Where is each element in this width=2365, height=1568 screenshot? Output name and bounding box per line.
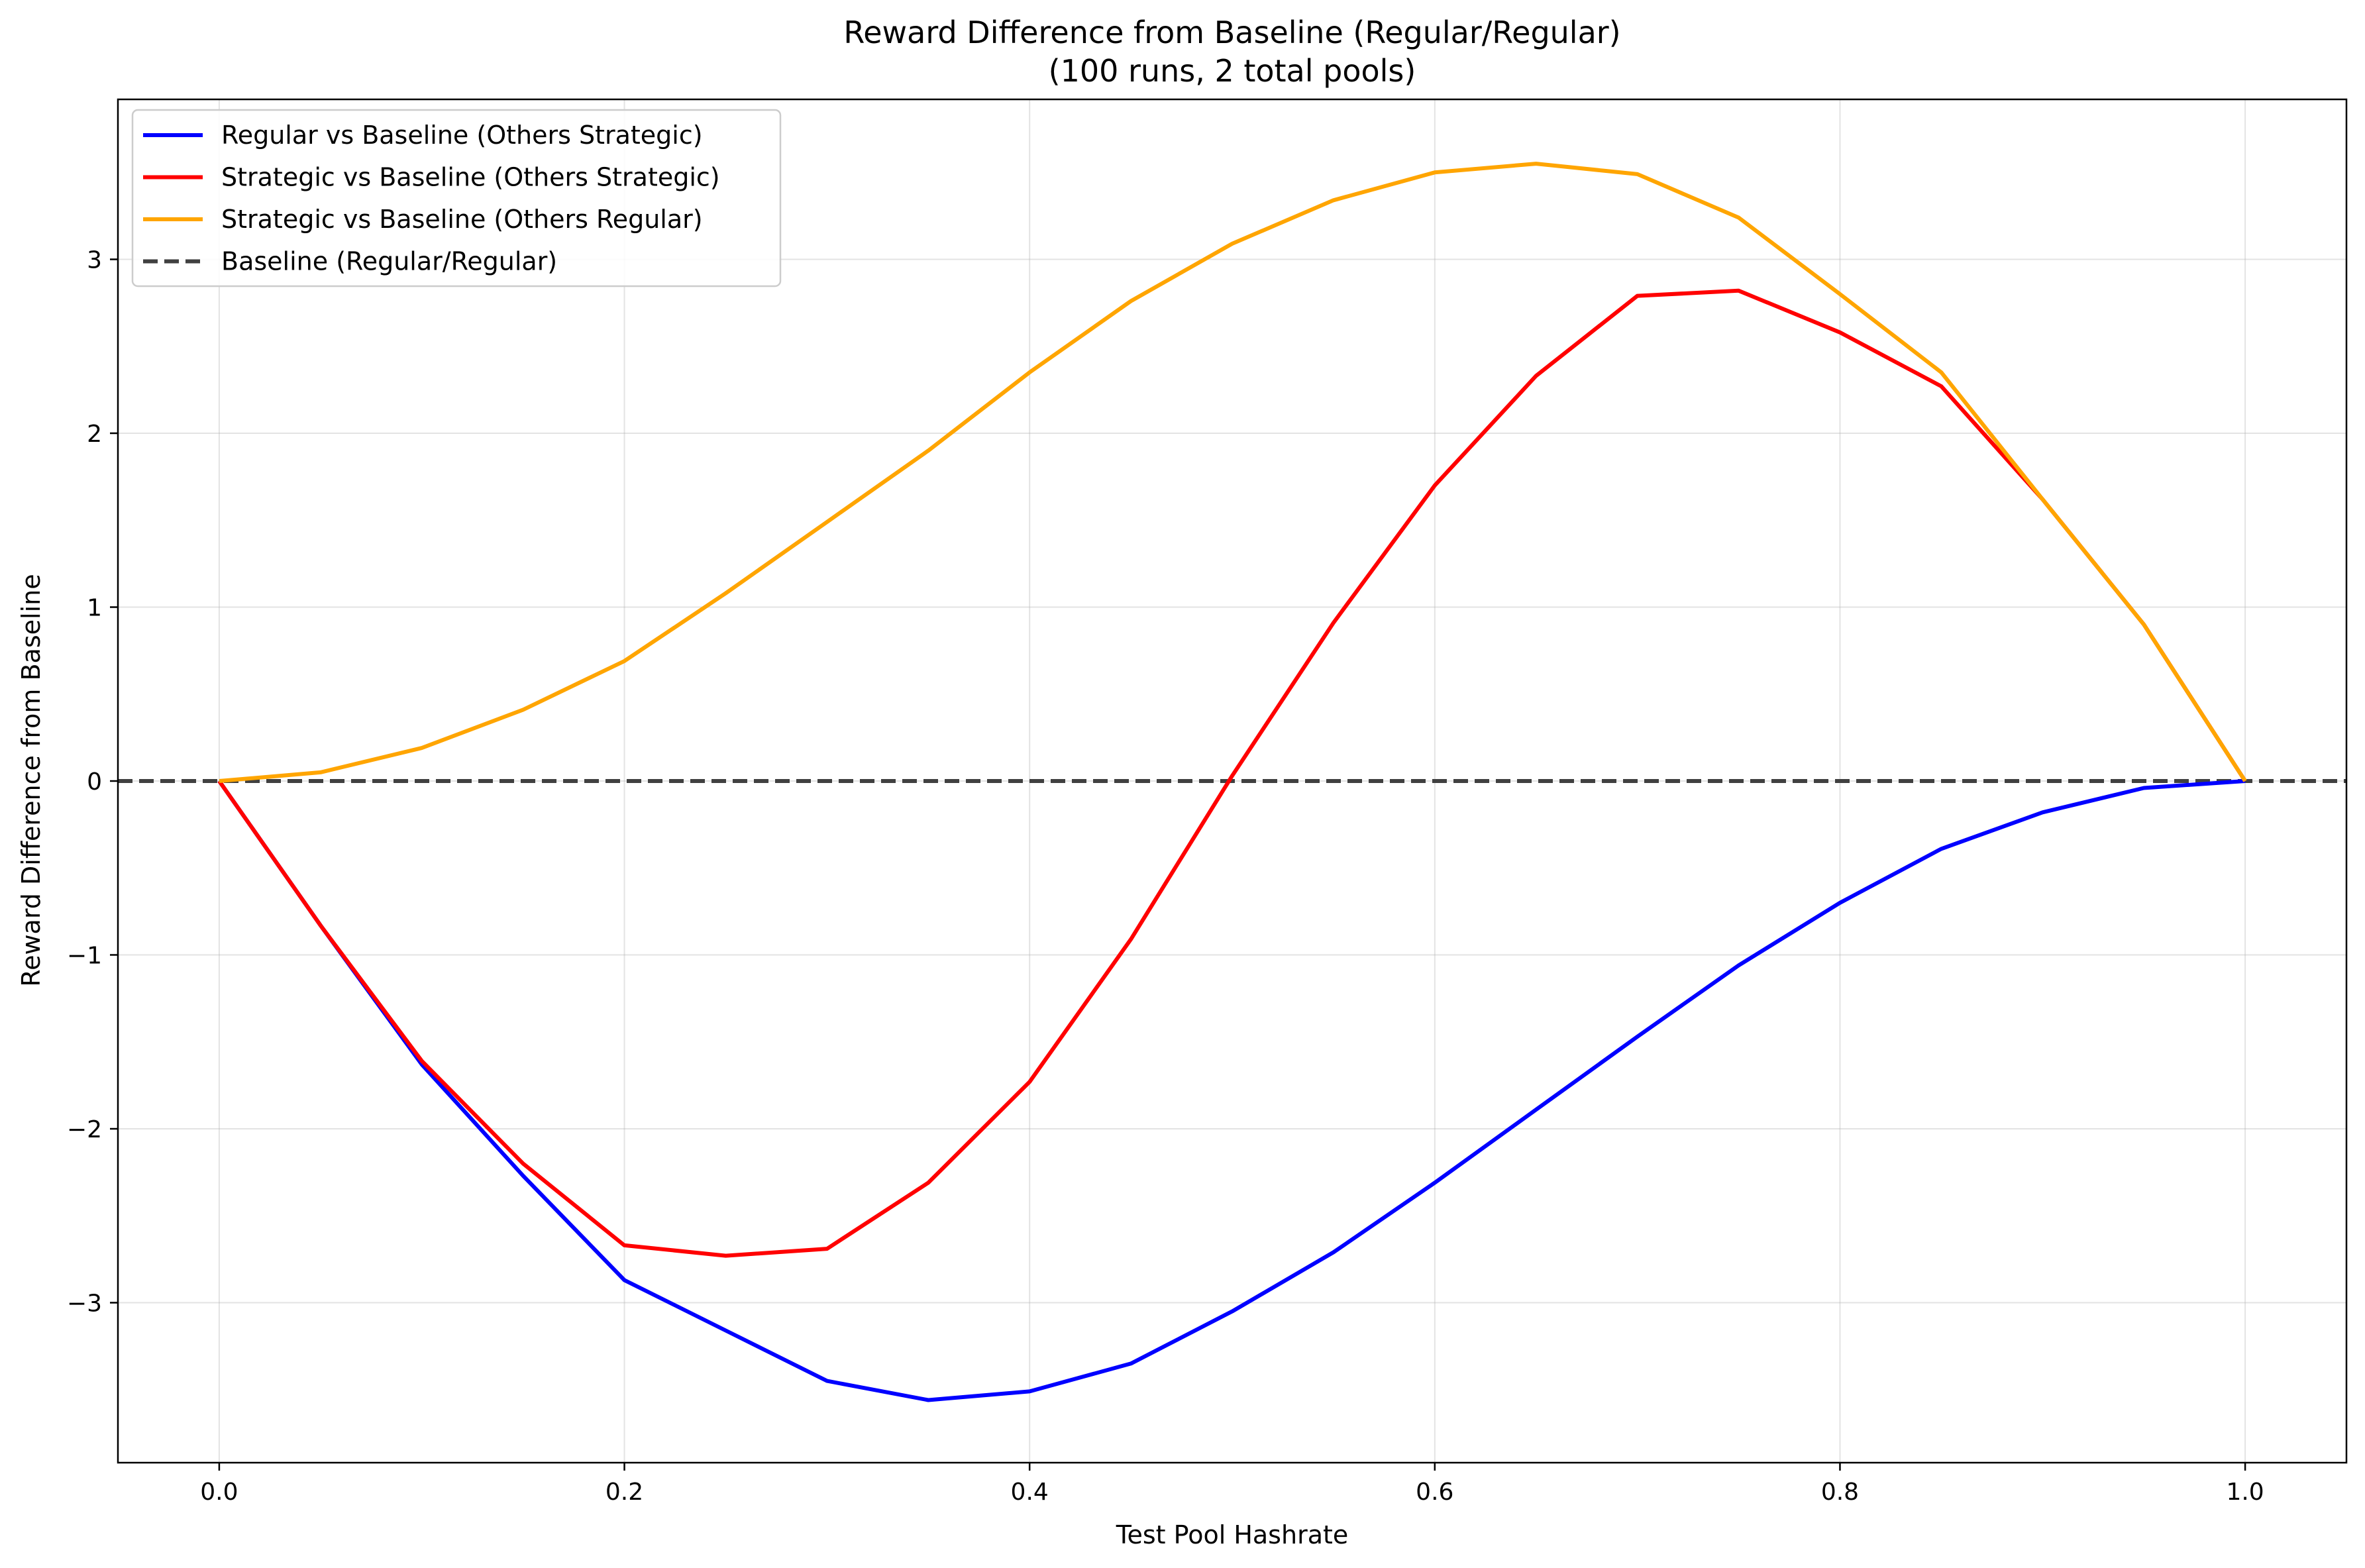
series-line-1 xyxy=(217,779,2246,1402)
axis-ticks: 0.0 0.2 0.4 0.6 0.8 1.0 −3 −2 −1 0 1 2 3 xyxy=(67,247,2264,1506)
legend-box xyxy=(131,109,782,287)
chart-subtitle: (100 runs, 2 total pools) xyxy=(1049,53,1416,89)
y-tick-label: 1 xyxy=(87,595,102,622)
y-tick-label: 2 xyxy=(87,421,102,448)
y-axis-label: Reward Difference from Baseline xyxy=(17,574,46,986)
y-tick-label: 0 xyxy=(87,768,102,796)
y-tick-label: −2 xyxy=(67,1116,102,1143)
y-tick-label: −3 xyxy=(67,1290,102,1318)
x-tick-label: 0.2 xyxy=(605,1479,643,1506)
series-line-2 xyxy=(217,288,2247,1258)
legend: Regular vs Baseline (Others Strategic) St… xyxy=(131,109,782,287)
legend-entry-label: Regular vs Baseline (Others Strategic) xyxy=(221,121,703,150)
x-tick-label: 0.8 xyxy=(1821,1479,1859,1506)
x-tick-label: 0.6 xyxy=(1416,1479,1453,1506)
y-tick-label: 3 xyxy=(87,247,102,274)
x-axis-label: Test Pool Hashrate xyxy=(1116,1520,1349,1549)
x-tick-label: 0.4 xyxy=(1011,1479,1049,1506)
series-line-3 xyxy=(219,162,2247,783)
series-layer xyxy=(217,162,2247,1402)
y-tick-label: −1 xyxy=(67,943,102,970)
legend-entry-label: Strategic vs Baseline (Others Strategic) xyxy=(221,163,720,192)
legend-entry-label: Baseline (Regular/Regular) xyxy=(221,247,557,276)
legend-entry-label: Strategic vs Baseline (Others Regular) xyxy=(221,205,703,234)
x-tick-label: 1.0 xyxy=(2226,1479,2264,1506)
chart-title: Reward Difference from Baseline (Regular… xyxy=(843,15,1620,50)
x-tick-label: 0.0 xyxy=(200,1479,238,1506)
